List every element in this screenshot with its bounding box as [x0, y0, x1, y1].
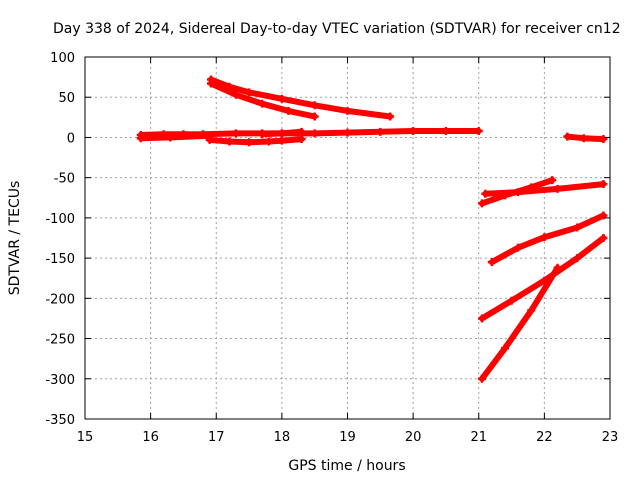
- data-point: [245, 88, 254, 97]
- x-tick-label: 17: [208, 430, 225, 445]
- data-point: [231, 90, 240, 99]
- series-line-s12: [479, 264, 561, 382]
- x-tick-label: 18: [274, 430, 291, 445]
- y-tick-label: 100: [50, 51, 75, 66]
- y-tick-label: -100: [45, 212, 75, 227]
- data-point: [231, 129, 240, 138]
- data-point: [166, 133, 175, 142]
- x-axis-label: GPS time / hours: [288, 458, 405, 474]
- data-point: [478, 199, 487, 208]
- y-tick-label: -150: [45, 252, 75, 267]
- data-point: [386, 112, 395, 121]
- data-point: [487, 258, 496, 267]
- data-point: [310, 101, 319, 110]
- x-tick-label: 16: [142, 430, 159, 445]
- data-point: [441, 127, 450, 136]
- data-point: [207, 79, 215, 88]
- y-tick-label: -350: [45, 413, 75, 428]
- data-point: [573, 223, 582, 232]
- y-tick-label: -50: [54, 172, 75, 187]
- data-point: [245, 138, 254, 147]
- ticks-layer: 15 16 17 18 19 20 21 22 23 100 50 0 -50 -100 -150 -200 -…: [45, 51, 618, 445]
- x-tick-label: 19: [339, 430, 356, 445]
- data-point: [481, 189, 490, 198]
- data-point: [553, 184, 562, 193]
- data-point: [297, 127, 306, 136]
- data-point: [599, 234, 608, 242]
- series-layer: [136, 75, 608, 383]
- series-line-s3: [206, 136, 305, 146]
- y-tick-label: -300: [45, 373, 75, 388]
- data-point: [540, 233, 549, 242]
- data-point: [277, 129, 286, 138]
- x-tick-label: 22: [536, 430, 553, 445]
- data-point: [409, 127, 418, 136]
- data-point: [343, 128, 352, 137]
- data-point: [478, 314, 487, 323]
- data-point: [376, 127, 385, 136]
- series-line-s9: [479, 177, 556, 207]
- data-point: [284, 106, 293, 115]
- data-point: [573, 254, 582, 263]
- data-point: [343, 106, 352, 115]
- data-point: [527, 306, 536, 315]
- series-line-s11: [479, 235, 607, 322]
- data-point: [527, 183, 536, 192]
- data-point: [277, 94, 286, 103]
- data-point: [507, 296, 516, 305]
- x-tick-label: 21: [470, 430, 487, 445]
- grid-layer: [85, 57, 610, 419]
- data-point: [478, 374, 487, 383]
- x-tick-label: 20: [405, 430, 422, 445]
- series-line-s2: [137, 132, 213, 142]
- data-point: [264, 137, 273, 146]
- data-point: [553, 263, 562, 272]
- data-point: [205, 135, 214, 144]
- data-point: [501, 191, 509, 200]
- series-line-s8: [482, 181, 607, 197]
- data-point: [599, 211, 608, 220]
- data-point: [501, 344, 509, 353]
- data-point: [310, 112, 319, 121]
- data-point: [258, 130, 267, 139]
- data-point: [548, 176, 557, 185]
- x-tick-label: 15: [77, 430, 94, 445]
- data-point: [310, 129, 319, 138]
- data-point: [563, 132, 572, 141]
- data-point: [599, 135, 608, 144]
- y-tick-label: 0: [67, 131, 75, 146]
- x-tick-label: 23: [602, 430, 619, 445]
- data-point: [514, 243, 523, 252]
- y-tick-label: -200: [45, 292, 75, 307]
- chart-title: Day 338 of 2024, Sidereal Day-to-day VTE…: [53, 21, 621, 37]
- data-point: [258, 99, 267, 108]
- y-tick-label: -250: [45, 333, 75, 348]
- data-point: [579, 134, 588, 143]
- data-point: [136, 134, 145, 143]
- data-point: [297, 135, 306, 144]
- data-point: [599, 180, 608, 189]
- data-point: [277, 136, 286, 145]
- y-axis-label: SDTVAR / TECUs: [7, 181, 23, 296]
- data-point: [225, 137, 234, 146]
- series-line-s10: [488, 212, 607, 266]
- data-point: [474, 127, 483, 136]
- y-tick-label: 50: [58, 91, 75, 106]
